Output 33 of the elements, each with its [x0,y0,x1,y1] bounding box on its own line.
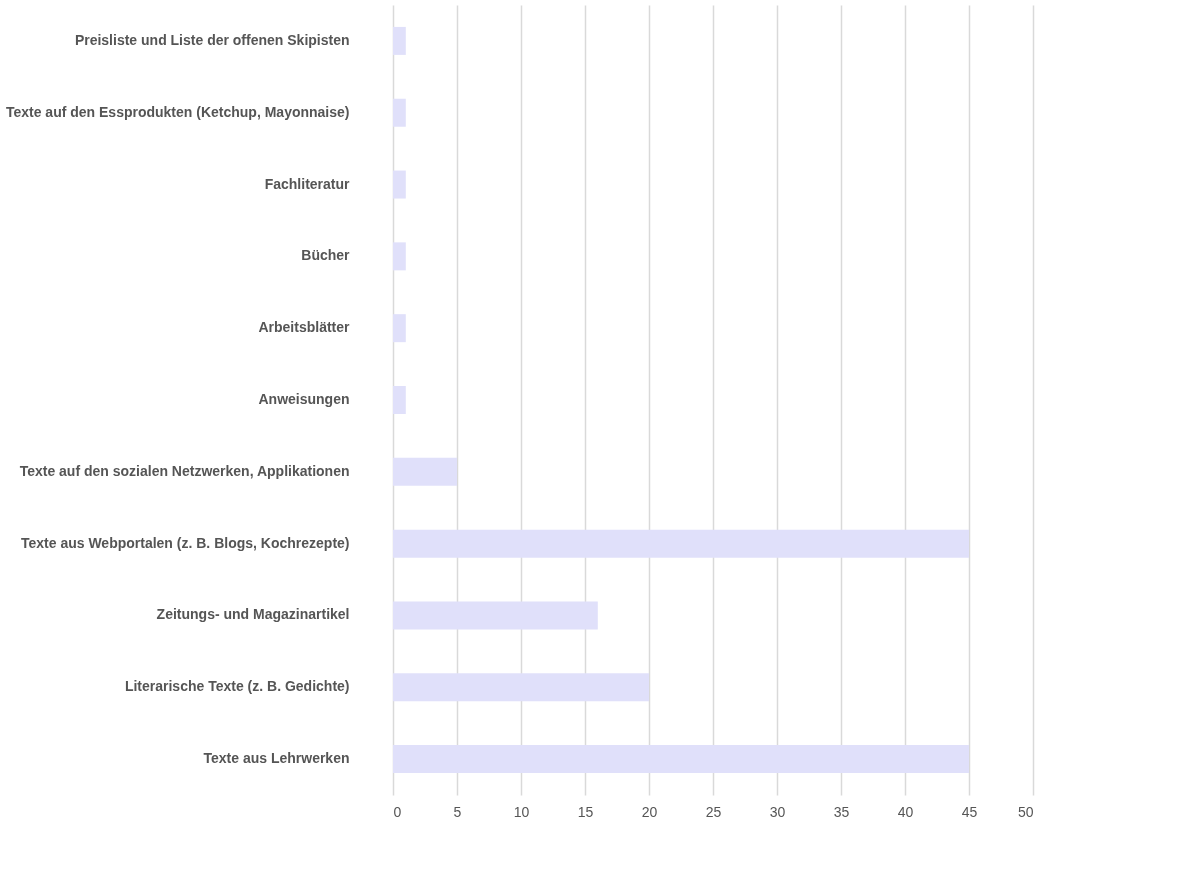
bar [393,98,406,127]
y-tick-label: Texte auf den Essprodukten (Ketchup, Mayonnaise) [5,103,350,120]
y-tick-label: Arbeitsblätter [258,319,351,336]
bar [393,314,406,343]
x-tick-label: 25 [705,803,722,820]
x-tick-label: 45 [961,803,978,820]
x-tick-label: 50 [1017,803,1034,820]
x-tick-label: 5 [453,803,462,820]
x-tick-label: 0 [393,803,402,820]
y-tick-label: Fachliteratur [264,175,351,192]
y-tick-label: Anweisungen [258,391,350,407]
y-tick-label: Texte aus Webportalen (z. B. Blogs, Kochrezepte) [20,534,350,551]
x-tick-label: 15 [577,803,594,820]
bar [393,673,649,702]
x-tick-label: 10 [513,803,530,820]
bar [393,529,969,558]
x-tick-label: 20 [641,803,658,820]
bar [393,745,969,774]
y-tick-label: Texte auf den sozialen Netzwerken, Applikationen [19,462,350,479]
bar [393,26,406,55]
y-tick-label: Literarische Texte (z. B. Gedichte) [124,678,350,695]
bar [393,170,406,199]
x-tick-label: 30 [769,803,786,820]
y-tick-label: Bücher [301,247,351,264]
bar [393,601,598,630]
x-tick-label: 35 [833,803,850,820]
y-tick-label: Preisliste und Liste der offenen Skipisten [74,31,350,48]
y-tick-label: Texte aus Lehrwerken [203,750,350,767]
bar [393,457,457,486]
x-tick-label: 40 [897,803,914,820]
bar [393,386,406,414]
bar [393,242,406,271]
y-tick-label: Zeitungs- und Magazinartikel [156,606,350,623]
